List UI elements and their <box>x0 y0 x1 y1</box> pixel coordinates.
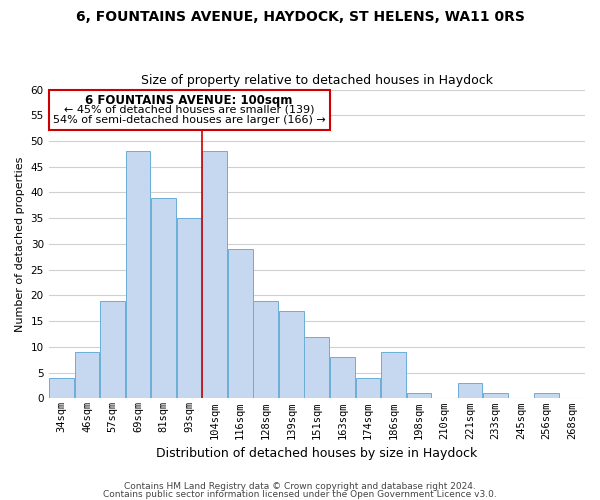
Bar <box>100 300 125 398</box>
Bar <box>407 393 431 398</box>
Bar <box>304 336 329 398</box>
Text: 6, FOUNTAINS AVENUE, HAYDOCK, ST HELENS, WA11 0RS: 6, FOUNTAINS AVENUE, HAYDOCK, ST HELENS,… <box>76 10 524 24</box>
Text: 54% of semi-detached houses are larger (166) →: 54% of semi-detached houses are larger (… <box>53 116 326 126</box>
Bar <box>535 393 559 398</box>
Text: Contains public sector information licensed under the Open Government Licence v3: Contains public sector information licen… <box>103 490 497 499</box>
Bar <box>177 218 202 398</box>
Bar <box>125 152 151 398</box>
Bar <box>228 249 253 398</box>
Bar <box>74 352 100 399</box>
Bar <box>458 383 482 398</box>
FancyBboxPatch shape <box>49 90 329 130</box>
Bar <box>253 300 278 398</box>
Y-axis label: Number of detached properties: Number of detached properties <box>15 156 25 332</box>
Title: Size of property relative to detached houses in Haydock: Size of property relative to detached ho… <box>141 74 493 87</box>
Bar <box>381 352 406 399</box>
Bar <box>356 378 380 398</box>
Bar <box>49 378 74 398</box>
Text: 6 FOUNTAINS AVENUE: 100sqm: 6 FOUNTAINS AVENUE: 100sqm <box>85 94 293 107</box>
Bar <box>151 198 176 398</box>
Bar <box>330 357 355 399</box>
Bar <box>483 393 508 398</box>
X-axis label: Distribution of detached houses by size in Haydock: Distribution of detached houses by size … <box>156 447 478 460</box>
Bar <box>279 311 304 398</box>
Text: Contains HM Land Registry data © Crown copyright and database right 2024.: Contains HM Land Registry data © Crown c… <box>124 482 476 491</box>
Bar <box>202 152 227 398</box>
Text: ← 45% of detached houses are smaller (139): ← 45% of detached houses are smaller (13… <box>64 104 314 115</box>
